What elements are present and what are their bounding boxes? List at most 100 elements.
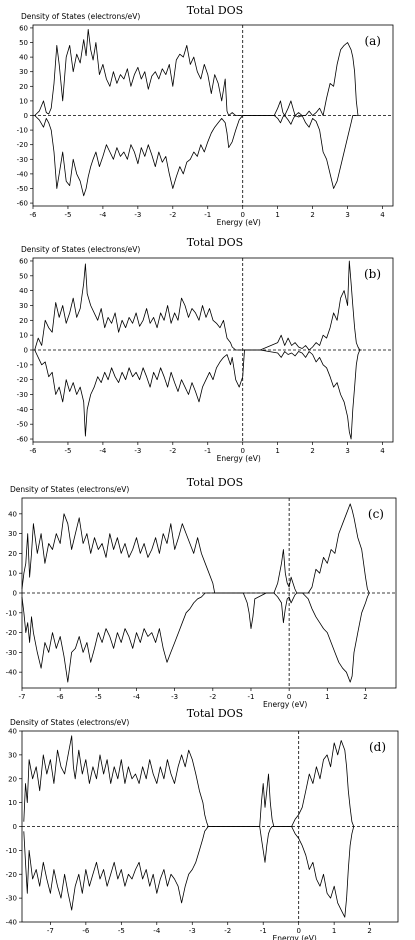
y-tick-label: 40 bbox=[8, 510, 17, 518]
series-line-spin-up bbox=[21, 503, 370, 594]
x-tick-label: -3 bbox=[171, 693, 178, 701]
x-tick-label: -1 bbox=[204, 211, 211, 219]
x-axis-label: Energy (eV) bbox=[217, 454, 261, 463]
panel-label: (b) bbox=[364, 267, 381, 281]
x-tick-label: 4 bbox=[380, 211, 385, 219]
x-axis-label: Energy (eV) bbox=[217, 218, 261, 227]
dos-chart-svg: Total DOS Density of States (electrons/eV… bbox=[17, 4, 394, 227]
x-tick-label: -6 bbox=[57, 693, 65, 701]
y-tick-label: 10 bbox=[8, 570, 17, 578]
x-tick-label: -6 bbox=[30, 211, 38, 219]
x-tick-label: 2 bbox=[363, 693, 367, 701]
chart-title: Total DOS bbox=[187, 707, 243, 720]
y-tick-label: -60 bbox=[17, 436, 28, 444]
y-tick-label: -20 bbox=[17, 376, 28, 384]
y-tick-label: 0 bbox=[24, 347, 28, 355]
dos-panel-1: Total DOS Density of States (electrons/eV… bbox=[0, 232, 415, 467]
y-tick-label: 30 bbox=[8, 530, 17, 538]
y-tick-label: -50 bbox=[17, 421, 28, 429]
x-tick-label: 0 bbox=[287, 693, 291, 701]
x-tick-label: 2 bbox=[310, 447, 314, 455]
y-tick-label: 30 bbox=[19, 68, 28, 76]
y-tick-label: 10 bbox=[19, 97, 28, 105]
x-tick-label: -3 bbox=[134, 211, 141, 219]
series-line-spin-up bbox=[34, 260, 362, 351]
panel-label: (a) bbox=[364, 34, 381, 48]
series-line-spin-down bbox=[34, 115, 358, 197]
y-tick-label: -40 bbox=[6, 669, 17, 677]
panel-label: (d) bbox=[369, 740, 386, 754]
x-tick-label: -7 bbox=[47, 927, 54, 935]
y-axis-label: Density of States (electrons/eV) bbox=[10, 485, 129, 494]
x-tick-label: 3 bbox=[345, 447, 349, 455]
x-tick-label: -4 bbox=[99, 447, 107, 455]
chart-title: Total DOS bbox=[187, 4, 243, 17]
y-axis-label: Density of States (electrons/eV) bbox=[21, 245, 140, 254]
chart-title: Total DOS bbox=[187, 476, 243, 489]
x-axis-label: Energy (eV) bbox=[273, 934, 317, 940]
x-tick-label: 4 bbox=[380, 447, 385, 455]
x-tick-label: -6 bbox=[82, 927, 90, 935]
y-tick-label: -30 bbox=[6, 895, 17, 903]
y-tick-label: -40 bbox=[6, 919, 17, 927]
y-tick-label: 0 bbox=[24, 112, 28, 120]
y-tick-label: -10 bbox=[17, 127, 28, 135]
x-tick-label: -5 bbox=[64, 447, 71, 455]
y-tick-label: 40 bbox=[19, 287, 28, 295]
x-tick-label: 1 bbox=[325, 693, 329, 701]
y-tick-label: 50 bbox=[19, 272, 28, 280]
y-tick-label: 10 bbox=[8, 799, 17, 807]
x-tick-label: 1 bbox=[332, 927, 336, 935]
panel-label: (c) bbox=[368, 507, 384, 521]
dos-panel-2: Total DOS Density of States (electrons/eV… bbox=[0, 472, 415, 709]
y-tick-label: 20 bbox=[8, 775, 17, 783]
x-tick-label: -1 bbox=[247, 693, 254, 701]
y-tick-label: -10 bbox=[6, 847, 17, 855]
dos-panel-0: Total DOS Density of States (electrons/eV… bbox=[0, 0, 415, 228]
series-line-spin-down bbox=[23, 826, 355, 918]
x-tick-label: 2 bbox=[367, 927, 371, 935]
y-tick-label: 20 bbox=[8, 550, 17, 558]
y-tick-label: -30 bbox=[17, 391, 28, 399]
y-tick-label: 10 bbox=[19, 332, 28, 340]
y-tick-label: 60 bbox=[19, 24, 28, 32]
x-tick-label: -5 bbox=[64, 211, 71, 219]
x-tick-label: -3 bbox=[134, 447, 141, 455]
y-tick-label: -10 bbox=[6, 609, 17, 617]
x-tick-label: 3 bbox=[345, 211, 349, 219]
y-tick-label: 40 bbox=[19, 54, 28, 62]
y-tick-label: -60 bbox=[17, 200, 28, 208]
x-tick-label: -2 bbox=[209, 693, 216, 701]
y-tick-label: -30 bbox=[17, 156, 28, 164]
y-tick-label: 60 bbox=[19, 257, 28, 265]
x-tick-label: -2 bbox=[169, 447, 176, 455]
y-tick-label: 30 bbox=[19, 302, 28, 310]
dos-panel-3: Total DOS Density of States (electrons/eV… bbox=[0, 703, 415, 940]
dos-chart-svg: Total DOS Density of States (electrons/eV… bbox=[6, 476, 397, 709]
x-tick-label: -1 bbox=[204, 447, 211, 455]
series-line-spin-down bbox=[34, 349, 362, 440]
x-axis-label: Energy (eV) bbox=[263, 700, 307, 709]
x-tick-label: -7 bbox=[19, 693, 26, 701]
x-tick-label: -2 bbox=[224, 927, 231, 935]
y-axis-label: Density of States (electrons/eV) bbox=[21, 12, 140, 21]
x-tick-label: 0 bbox=[240, 447, 244, 455]
x-tick-label: 0 bbox=[240, 211, 244, 219]
dos-chart-svg: Total DOS Density of States (electrons/eV… bbox=[6, 707, 399, 940]
y-axis-label: Density of States (electrons/eV) bbox=[10, 718, 129, 727]
x-tick-label: 0 bbox=[296, 927, 300, 935]
y-tick-label: 20 bbox=[19, 83, 28, 91]
x-tick-label: -5 bbox=[118, 927, 125, 935]
x-tick-label: -2 bbox=[169, 211, 176, 219]
y-tick-label: -40 bbox=[17, 406, 28, 414]
y-tick-label: 50 bbox=[19, 39, 28, 47]
y-tick-label: -20 bbox=[6, 871, 17, 879]
series-line-spin-up bbox=[23, 735, 355, 827]
y-tick-label: 30 bbox=[8, 751, 17, 759]
x-tick-label: 1 bbox=[275, 211, 279, 219]
x-tick-label: -3 bbox=[189, 927, 196, 935]
series-line-spin-up bbox=[34, 29, 359, 116]
x-tick-label: -1 bbox=[260, 927, 267, 935]
chart-title: Total DOS bbox=[187, 236, 243, 249]
x-tick-label: -4 bbox=[133, 693, 141, 701]
